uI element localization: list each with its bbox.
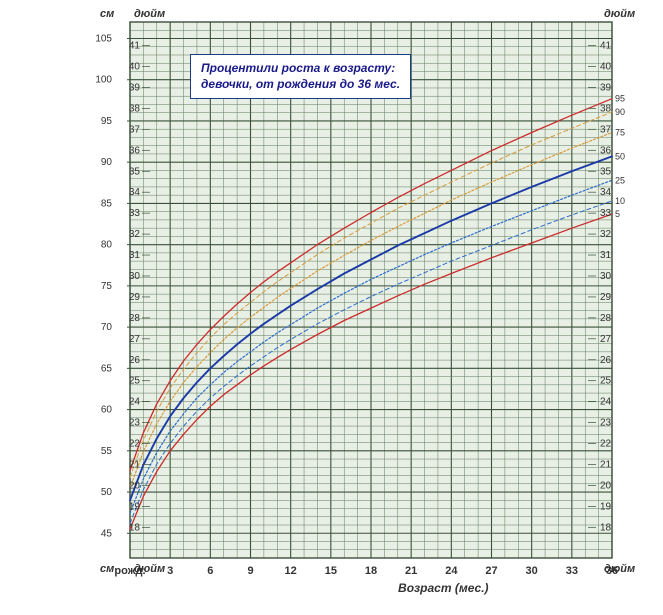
svg-text:27: 27 <box>129 334 141 345</box>
svg-text:29: 29 <box>129 292 141 303</box>
svg-text:45: 45 <box>101 528 113 539</box>
svg-text:95: 95 <box>101 116 113 127</box>
svg-text:18: 18 <box>129 522 141 533</box>
svg-text:80: 80 <box>101 240 113 251</box>
svg-text:15: 15 <box>325 565 337 577</box>
svg-text:36: 36 <box>600 145 612 156</box>
svg-text:33: 33 <box>600 208 612 219</box>
svg-text:20: 20 <box>600 480 612 491</box>
svg-text:18: 18 <box>600 522 612 533</box>
svg-text:20: 20 <box>129 480 141 491</box>
svg-text:24: 24 <box>445 565 458 577</box>
svg-text:32: 32 <box>129 229 141 240</box>
svg-text:19: 19 <box>600 501 612 512</box>
svg-text:32: 32 <box>600 229 612 240</box>
svg-text:40: 40 <box>600 62 612 73</box>
svg-text:30: 30 <box>526 565 538 577</box>
svg-text:23: 23 <box>129 418 141 429</box>
svg-text:39: 39 <box>600 82 612 93</box>
svg-text:10: 10 <box>615 196 625 206</box>
title-line2: девочки, от рождения до 36 мес. <box>201 77 400 93</box>
svg-text:19: 19 <box>129 501 141 512</box>
svg-text:дюйм: дюйм <box>604 563 635 575</box>
svg-text:6: 6 <box>207 565 213 577</box>
svg-text:дюйм: дюйм <box>134 563 165 575</box>
svg-text:35: 35 <box>600 166 612 177</box>
svg-text:18: 18 <box>365 565 377 577</box>
svg-text:37: 37 <box>600 124 612 135</box>
svg-text:22: 22 <box>600 439 612 450</box>
svg-text:33: 33 <box>566 565 578 577</box>
svg-text:21: 21 <box>405 565 417 577</box>
chart-title-box: Процентили роста к возрасту: девочки, от… <box>190 54 411 99</box>
svg-text:90: 90 <box>615 107 625 117</box>
svg-text:30: 30 <box>129 271 141 282</box>
svg-text:70: 70 <box>101 322 113 333</box>
svg-text:дюйм: дюйм <box>604 8 635 20</box>
svg-text:9: 9 <box>247 565 253 577</box>
svg-text:31: 31 <box>129 250 141 261</box>
svg-text:Возраст (мес.): Возраст (мес.) <box>398 581 489 595</box>
svg-text:100: 100 <box>95 75 112 86</box>
svg-text:5: 5 <box>615 209 620 219</box>
svg-text:85: 85 <box>101 198 113 209</box>
svg-text:24: 24 <box>129 397 141 408</box>
svg-text:55: 55 <box>101 446 113 457</box>
svg-text:29: 29 <box>600 292 612 303</box>
svg-text:27: 27 <box>600 334 612 345</box>
svg-text:39: 39 <box>129 82 141 93</box>
svg-text:90: 90 <box>101 157 113 168</box>
svg-text:33: 33 <box>129 208 141 219</box>
svg-text:25: 25 <box>129 376 141 387</box>
svg-text:см: см <box>100 8 114 20</box>
svg-text:50: 50 <box>615 151 625 161</box>
svg-text:41: 41 <box>129 41 141 52</box>
svg-text:21: 21 <box>600 459 612 470</box>
svg-text:35: 35 <box>129 166 141 177</box>
svg-text:дюйм: дюйм <box>134 8 165 20</box>
svg-text:105: 105 <box>95 33 112 44</box>
svg-text:75: 75 <box>101 281 113 292</box>
svg-text:36: 36 <box>129 145 141 156</box>
svg-text:65: 65 <box>101 363 113 374</box>
svg-text:25: 25 <box>600 376 612 387</box>
svg-text:34: 34 <box>129 187 141 198</box>
svg-text:см: см <box>100 563 114 575</box>
svg-text:37: 37 <box>129 124 141 135</box>
svg-text:34: 34 <box>600 187 612 198</box>
svg-text:38: 38 <box>129 103 141 114</box>
svg-text:22: 22 <box>129 439 141 450</box>
svg-text:12: 12 <box>285 565 297 577</box>
svg-text:60: 60 <box>101 405 113 416</box>
svg-text:3: 3 <box>167 565 173 577</box>
svg-text:40: 40 <box>129 62 141 73</box>
svg-text:28: 28 <box>600 313 612 324</box>
svg-text:95: 95 <box>615 94 625 104</box>
svg-text:38: 38 <box>600 103 612 114</box>
svg-text:28: 28 <box>129 313 141 324</box>
svg-text:26: 26 <box>600 355 612 366</box>
svg-text:24: 24 <box>600 397 612 408</box>
svg-text:50: 50 <box>101 487 113 498</box>
growth-chart: 5 10 25 50 75 90 95 45 50 55 60 65 70 75 80 85 90 95 100 10… <box>0 0 663 615</box>
svg-text:75: 75 <box>615 127 625 137</box>
svg-text:31: 31 <box>600 250 612 261</box>
svg-text:41: 41 <box>600 41 612 52</box>
svg-text:26: 26 <box>129 355 141 366</box>
svg-text:30: 30 <box>600 271 612 282</box>
svg-text:23: 23 <box>600 418 612 429</box>
title-line1: Процентили роста к возрасту: <box>201 61 400 77</box>
svg-text:27: 27 <box>485 565 497 577</box>
svg-text:25: 25 <box>615 175 625 185</box>
svg-text:21: 21 <box>129 459 141 470</box>
